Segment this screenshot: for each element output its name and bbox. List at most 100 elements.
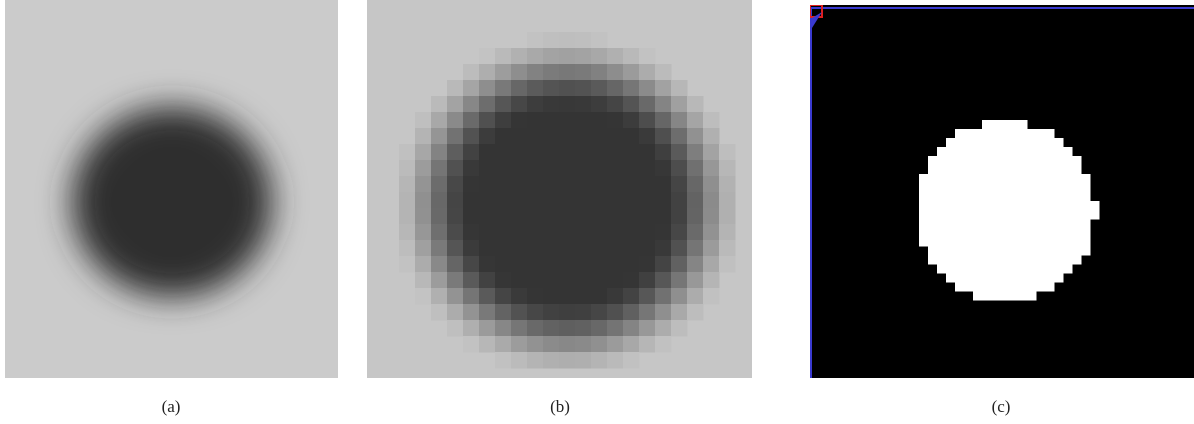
pixel: [431, 304, 448, 321]
pixel: [559, 272, 576, 289]
mask-pixel: [1018, 255, 1028, 265]
mask-pixel: [919, 201, 929, 211]
pixel: [671, 128, 688, 145]
pixel: [543, 144, 560, 161]
pixel: [447, 304, 464, 321]
pixel: [495, 144, 512, 161]
pixel: [527, 160, 544, 177]
pixel: [399, 256, 416, 273]
pixel: [559, 304, 576, 321]
pixel: [671, 112, 688, 129]
mask-pixel: [1045, 147, 1055, 157]
pixel: [591, 80, 608, 97]
mask-pixel: [1027, 147, 1037, 157]
pixel: [591, 208, 608, 225]
pixel: [623, 192, 640, 209]
mask-pixel: [1036, 183, 1046, 193]
pixel: [591, 352, 608, 369]
mask-pixel: [991, 201, 1001, 211]
pixel: [543, 288, 560, 305]
mask-pixel: [1054, 264, 1064, 274]
pixel: [543, 64, 560, 81]
pixel: [639, 256, 656, 273]
pixel: [511, 64, 528, 81]
mask-pixel: [1027, 201, 1037, 211]
pixel: [543, 112, 560, 129]
mask-pixel: [973, 156, 983, 166]
pixel: [655, 208, 672, 225]
pixel: [687, 160, 704, 177]
mask-pixel: [1000, 201, 1010, 211]
pixel: [591, 112, 608, 129]
mask-pixel: [946, 147, 956, 157]
mask-pixel: [1000, 255, 1010, 265]
pixel: [447, 192, 464, 209]
pixel: [655, 272, 672, 289]
panel-label: (a): [162, 397, 181, 416]
mask-pixel: [1009, 138, 1019, 148]
pixel: [511, 256, 528, 273]
pixel: [655, 80, 672, 97]
pixel: [607, 336, 624, 353]
mask-pixel: [991, 219, 1001, 229]
pixel: [623, 240, 640, 257]
pixel: [559, 64, 576, 81]
mask-pixel: [1045, 246, 1055, 256]
mask-pixel: [964, 228, 974, 238]
mask-pixel: [1072, 174, 1082, 184]
mask-pixel: [973, 147, 983, 157]
mask-pixel: [982, 156, 992, 166]
mask-pixel: [973, 228, 983, 238]
pixel: [607, 160, 624, 177]
mask-pixel: [946, 246, 956, 256]
pixel: [559, 192, 576, 209]
pixel: [527, 112, 544, 129]
pixel: [591, 224, 608, 241]
mask-pixel: [937, 147, 947, 157]
pixel: [463, 176, 480, 193]
mask-pixel: [1072, 165, 1082, 175]
mask-pixel: [973, 273, 983, 283]
pixel: [495, 160, 512, 177]
mask-pixel: [1081, 210, 1091, 220]
pixel: [671, 192, 688, 209]
pixel: [623, 256, 640, 273]
pixel: [495, 192, 512, 209]
pixel: [479, 96, 496, 113]
pixel: [463, 80, 480, 97]
mask-pixel: [955, 192, 965, 202]
mask-pixel: [1036, 255, 1046, 265]
mask-pixel: [955, 264, 965, 274]
pixel: [511, 192, 528, 209]
pixel: [623, 304, 640, 321]
pixel: [447, 160, 464, 177]
mask-pixel: [1027, 138, 1037, 148]
mask-pixel: [1063, 255, 1073, 265]
mask-pixel: [964, 273, 974, 283]
pixel: [623, 224, 640, 241]
mask-pixel: [1009, 237, 1019, 247]
pixel: [591, 176, 608, 193]
mask-pixel: [1009, 282, 1019, 292]
pixel: [463, 192, 480, 209]
mask-pixel: [928, 210, 938, 220]
pixel: [719, 176, 736, 193]
pixel: [591, 320, 608, 337]
mask-pixel: [964, 219, 974, 229]
mask-pixel: [973, 192, 983, 202]
mask-pixel: [1054, 237, 1064, 247]
pixel: [447, 112, 464, 129]
pixel: [655, 240, 672, 257]
mask-pixel: [1009, 228, 1019, 238]
pixel: [655, 144, 672, 161]
pixel: [479, 256, 496, 273]
mask-pixel: [982, 264, 992, 274]
mask-pixel: [1072, 183, 1082, 193]
pixel: [575, 80, 592, 97]
pixel: [655, 304, 672, 321]
mask-pixel: [1036, 210, 1046, 220]
pixel: [687, 128, 704, 145]
pixel: [447, 288, 464, 305]
pixel: [639, 128, 656, 145]
mask-pixel: [1045, 174, 1055, 184]
